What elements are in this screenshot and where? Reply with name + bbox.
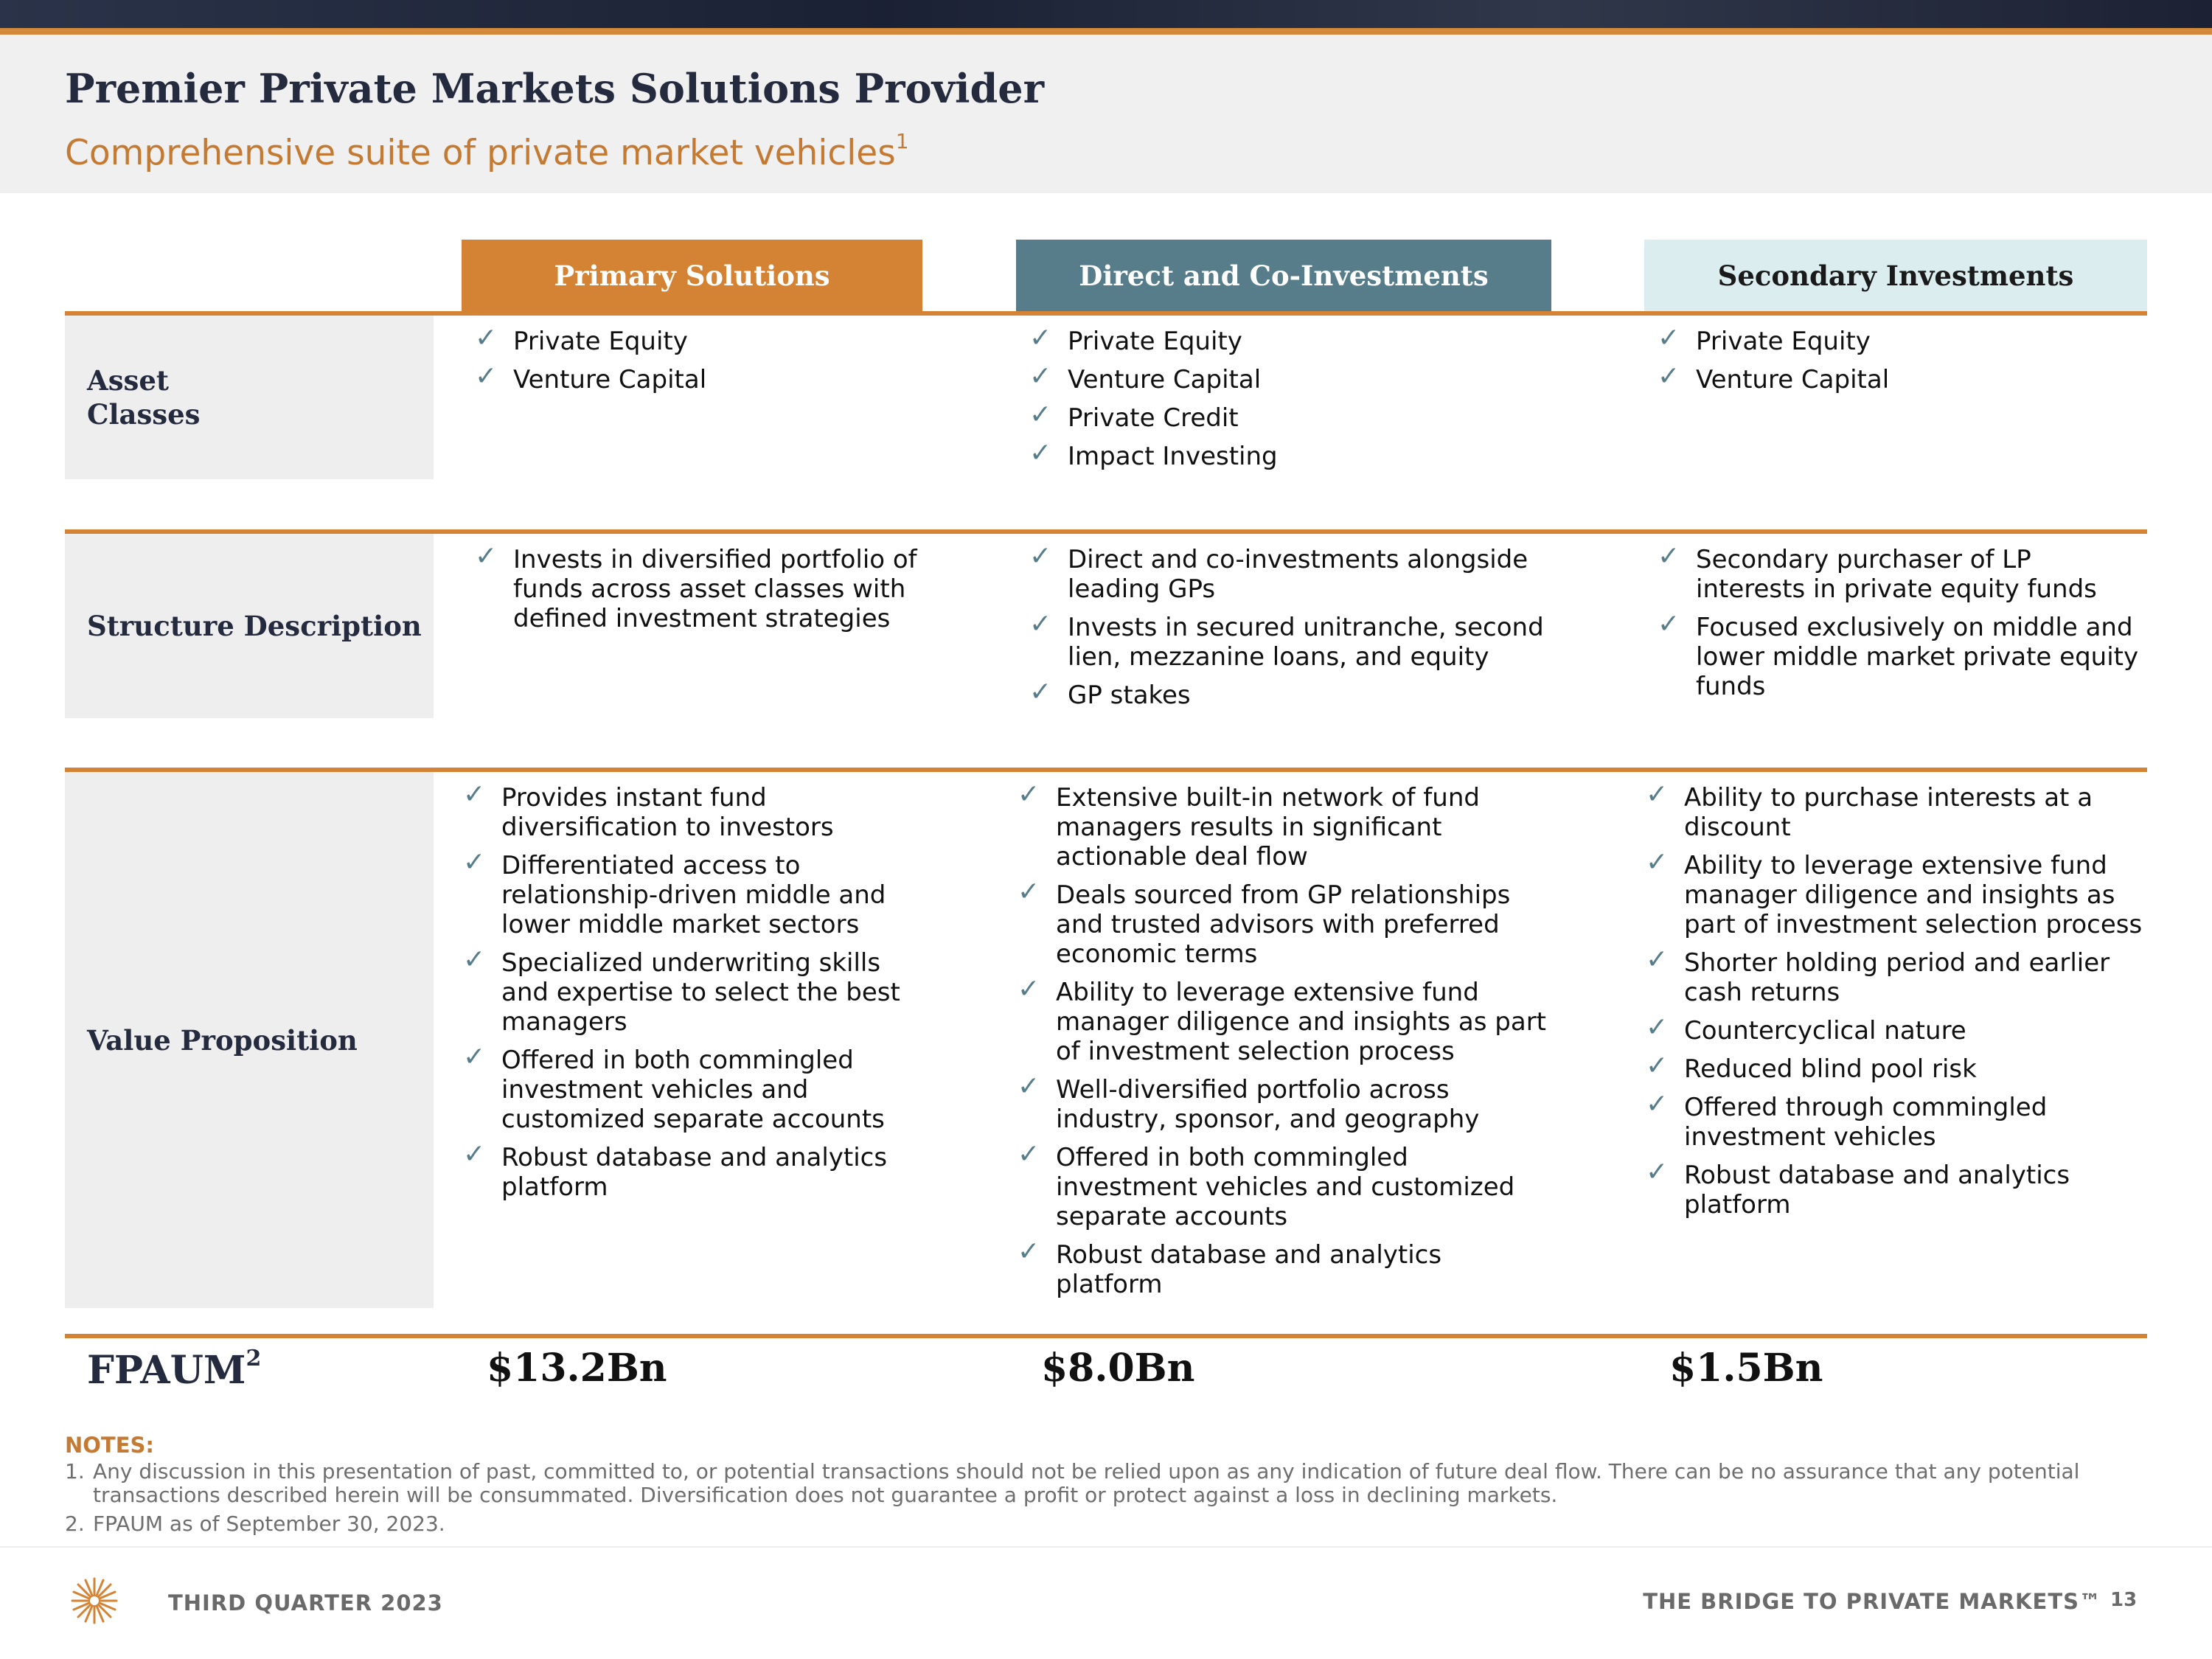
list-item: Secondary purchaser of LP interests in p… [1656, 542, 2143, 604]
list-item: Provides instant fund diversification to… [462, 780, 926, 842]
column-header-secondary: Secondary Investments [1644, 240, 2147, 312]
row-label-structure: Structure Description [65, 534, 434, 718]
list-item: Ability to purchase interests at a disco… [1644, 780, 2146, 842]
note-1-text: Any discussion in this presentation of p… [93, 1459, 2080, 1507]
row-divider-fpaum [65, 1334, 2147, 1338]
list-item: Differentiated access to relationship-dr… [462, 848, 926, 939]
footer-quarter: THIRD QUARTER 2023 [168, 1590, 443, 1615]
list-item: Shorter holding period and earlier cash … [1644, 945, 2146, 1007]
fpaum-label-text: FPAUM [87, 1348, 246, 1393]
asset-classes-label: Asset Classes [87, 364, 201, 431]
fpaum-label: FPAUM2 [87, 1346, 261, 1393]
footer-divider [0, 1546, 2212, 1548]
column-header-direct: Direct and Co-Investments [1016, 240, 1551, 312]
list-item: Offered through commingled investment ve… [1644, 1090, 2146, 1152]
asset-classes-direct-list: Private Equity Venture Capital Private Cre… [1028, 324, 1559, 480]
list-item: Countercyclical nature [1644, 1013, 2146, 1046]
page-title: Premier Private Markets Solutions Provid… [65, 65, 1045, 112]
list-item: Robust database and analytics platform [462, 1140, 926, 1202]
list-item: Offered in both commingled investment ve… [462, 1043, 926, 1134]
list-item: Reduced blind pool risk [1644, 1051, 2146, 1084]
note-1: 1. Any discussion in this presentation o… [65, 1460, 2152, 1507]
subtitle-text: Comprehensive suite of private market ve… [65, 133, 896, 173]
notes-title: NOTES: [65, 1433, 154, 1458]
row-label-value: Value Proposition [65, 772, 434, 1308]
list-item: Venture Capital [1656, 362, 2143, 394]
asset-classes-primary-list: Private Equity Venture Capital [473, 324, 931, 403]
list-item: Invests in secured unitranche, second li… [1028, 610, 1559, 672]
list-item: Private Equity [1656, 324, 2143, 356]
fpaum-primary-value: $13.2Bn [487, 1346, 667, 1391]
list-item: Well-diversified portfolio across indust… [1016, 1072, 1554, 1134]
top-banner [0, 0, 2212, 28]
list-item: Ability to leverage extensive fund manag… [1644, 848, 2146, 939]
list-item: Invests in diversified portfolio of fund… [473, 542, 931, 633]
page-subtitle: Comprehensive suite of private market ve… [65, 129, 909, 173]
value-primary-list: Provides instant fund diversification to… [462, 780, 926, 1211]
structure-secondary-list: Secondary purchaser of LP interests in p… [1656, 542, 2143, 710]
row-label-asset-classes: Asset Classes [65, 316, 434, 479]
value-secondary-list: Ability to purchase interests at a disco… [1644, 780, 2146, 1228]
header-band [0, 35, 2212, 193]
list-item: Private Equity [1028, 324, 1559, 356]
list-item: Private Equity [473, 324, 931, 356]
row-divider-structure [65, 529, 2147, 534]
row-divider-value [65, 768, 2147, 772]
value-direct-list: Extensive built-in network of fund manag… [1016, 780, 1554, 1308]
list-item: Venture Capital [1028, 362, 1559, 394]
structure-primary-list: Invests in diversified portfolio of fund… [473, 542, 931, 642]
list-item: Impact Investing [1028, 439, 1559, 471]
list-item: Focused exclusively on middle and lower … [1656, 610, 2143, 701]
page-number: 13 [2110, 1589, 2138, 1611]
note-2: 2. FPAUM as of September 30, 2023. [65, 1512, 2152, 1536]
fpaum-footnote-ref: 2 [246, 1346, 262, 1371]
list-item: Deals sourced from GP relationships and … [1016, 877, 1554, 969]
list-item: GP stakes [1028, 678, 1559, 710]
structure-direct-list: Direct and co-investments alongside lead… [1028, 542, 1559, 719]
column-header-primary: Primary Solutions [462, 240, 922, 312]
starburst-logo-icon [71, 1577, 118, 1624]
list-item: Robust database and analytics platform [1016, 1237, 1554, 1299]
note-1-number: 1. [65, 1459, 85, 1484]
list-item: Direct and co-investments alongside lead… [1028, 542, 1559, 604]
list-item: Robust database and analytics platform [1644, 1158, 2146, 1220]
fpaum-secondary-value: $1.5Bn [1669, 1346, 1823, 1391]
list-item: Venture Capital [473, 362, 931, 394]
subtitle-footnote-ref: 1 [895, 129, 909, 153]
list-item: Ability to leverage extensive fund manag… [1016, 975, 1554, 1066]
asset-classes-secondary-list: Private Equity Venture Capital [1656, 324, 2143, 403]
fpaum-direct-value: $8.0Bn [1041, 1346, 1195, 1391]
list-item: Offered in both commingled investment ve… [1016, 1140, 1554, 1231]
footer-tagline: THE BRIDGE TO PRIVATE MARKETS™ [1643, 1589, 2101, 1614]
row-divider-asset-classes [65, 311, 2147, 316]
note-2-text: FPAUM as of September 30, 2023. [93, 1512, 445, 1536]
list-item: Extensive built-in network of fund manag… [1016, 780, 1554, 872]
list-item: Private Credit [1028, 400, 1559, 433]
list-item: Specialized underwriting skills and expe… [462, 945, 926, 1037]
top-accent-stripe [0, 28, 2212, 35]
note-2-number: 2. [65, 1512, 85, 1536]
